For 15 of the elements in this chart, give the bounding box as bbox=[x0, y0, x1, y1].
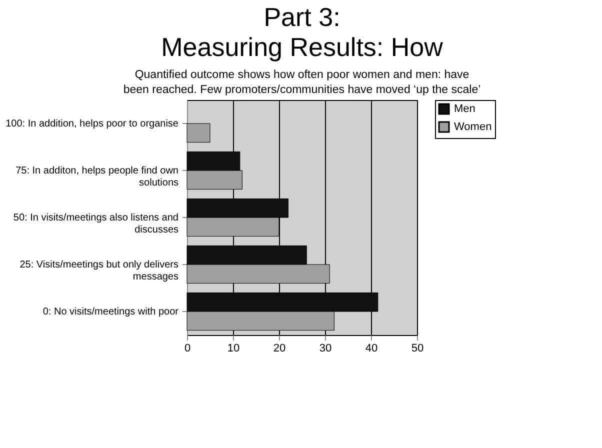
x-tick-label: 10 bbox=[227, 342, 240, 354]
y-tick-label: 25: Visits/meetings but only delivers messages bbox=[20, 260, 178, 282]
legend-label: Men bbox=[454, 103, 476, 115]
y-tick-label: 50: In visits/meetings also listens and discusses bbox=[13, 212, 178, 236]
chart-subtitle: Quantified outcome shows how often poor women and men: have been reached. Few promoters/communities have moved ‘up the scale’ bbox=[123, 69, 481, 96]
legend-label: Women bbox=[454, 121, 492, 133]
chart-title: Part 3: Measuring Results: How bbox=[161, 2, 444, 62]
y-tick-label: 75: In additon, helps people find own solutions bbox=[16, 166, 178, 188]
x-tick-label: 20 bbox=[273, 342, 286, 354]
x-tick-label: 50 bbox=[411, 342, 424, 354]
x-tick-label: 0 bbox=[184, 342, 191, 354]
x-tick-label: 30 bbox=[319, 342, 332, 354]
x-tick-label: 40 bbox=[365, 342, 378, 354]
y-tick-label: 100: In addition, helps poor to organise bbox=[6, 118, 179, 130]
y-tick-label: 0: No visits/meetings with poor bbox=[42, 306, 180, 318]
